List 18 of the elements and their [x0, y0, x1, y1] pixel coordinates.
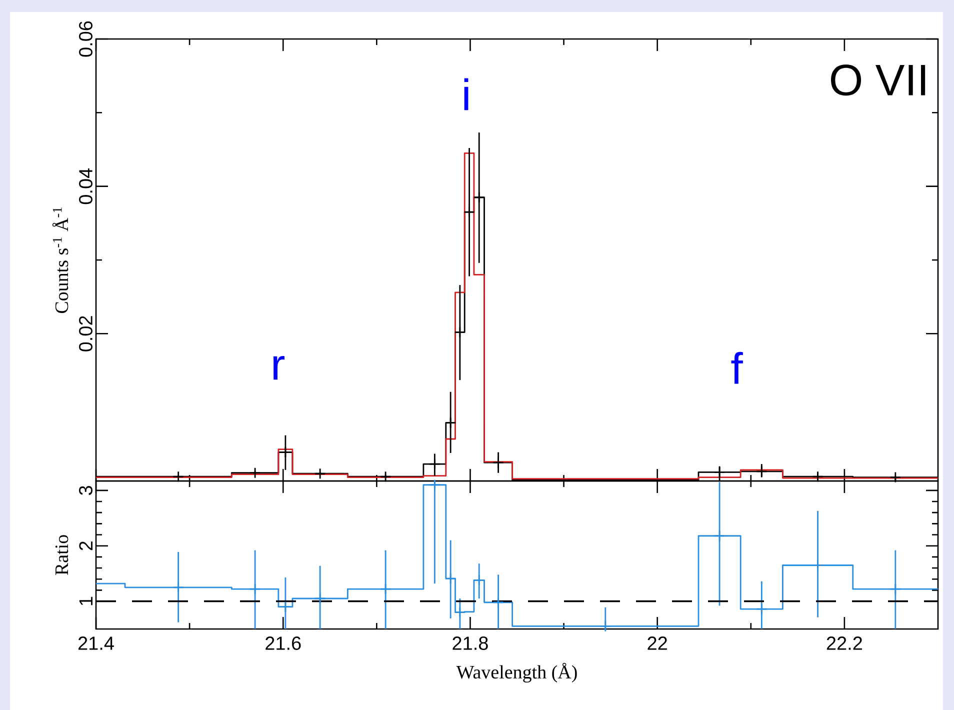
annotation: i [464, 78, 468, 110]
y-axis-title: Counts s$^{-1}$ Å$^{-1}$ [52, 207, 68, 314]
x-tick-label: 22 [648, 636, 667, 650]
annotation: r [273, 356, 284, 380]
y-tick-label: 2 [79, 542, 92, 550]
y-tick-label: 0.04 [79, 168, 92, 204]
x-tick-label: 21.8 [452, 636, 488, 650]
x-tick-label: 21.6 [266, 636, 301, 650]
y-tick-label: 3 [79, 486, 92, 495]
y-tick-label: 0.06 [79, 21, 92, 57]
x-axis-title: Wavelength (Å) [456, 662, 577, 683]
y-tick-label: 1 [79, 596, 92, 606]
y-axis-title: Ratio [55, 535, 68, 576]
annotation: O VII [831, 64, 926, 96]
x-tick-label: 22.2 [826, 636, 862, 650]
y-tick-label: 0.02 [79, 316, 92, 352]
annotation: f [731, 352, 743, 384]
x-tick-label: 21.4 [78, 636, 114, 650]
